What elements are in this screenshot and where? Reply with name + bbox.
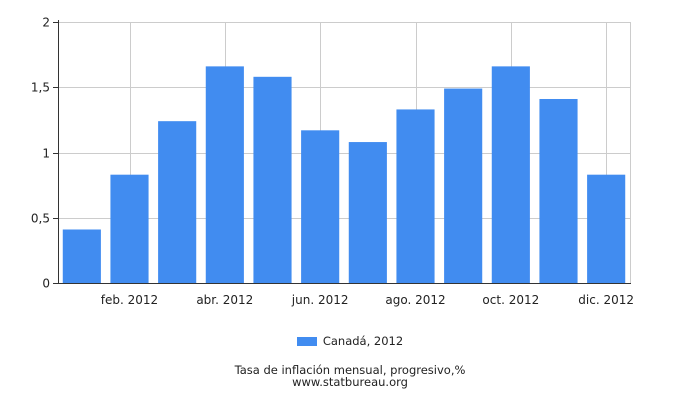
bar [253,76,292,283]
bar [158,121,197,284]
chart-title: Tasa de inflación mensual, progresivo,% [234,363,466,377]
legend-label: Canadá, 2012 [322,334,404,348]
bar [62,229,101,283]
x-tick-label: feb. 2012 [101,293,158,307]
bar [301,130,340,283]
y-tick-label: 0 [42,277,50,291]
bar [491,66,530,284]
source-url: www.statbureau.org [292,375,408,389]
x-tick-label: jun. 2012 [291,293,349,307]
x-tick-label: oct. 2012 [482,293,539,307]
y-tick-label: 0,5 [31,212,50,226]
x-tick-label: ago. 2012 [385,293,445,307]
y-tick-label: 1 [42,147,50,161]
bar-chart: 0 0,5 1 1,5 2 feb. 2012 abr. 2012 jun. 2012 ago… [31,16,634,308]
bar [444,88,483,284]
bar [587,174,626,283]
bar [396,109,435,283]
bars [62,66,626,284]
bar [205,66,244,284]
bar [110,174,149,283]
bar [348,142,387,283]
legend: Canadá, 2012 [0,333,700,349]
x-tick-label: dic. 2012 [578,293,634,307]
axes [53,20,631,284]
y-axis-ticks: 0 0,5 1 1,5 2 [31,16,58,291]
x-tick-label: abr. 2012 [196,293,253,307]
y-tick-label: 2 [42,16,50,30]
x-axis-ticks: feb. 2012 abr. 2012 jun. 2012 ago. 2012 oct.… [101,293,634,307]
legend-swatch [296,336,317,346]
bar [539,98,578,284]
y-tick-label: 1,5 [31,81,50,95]
